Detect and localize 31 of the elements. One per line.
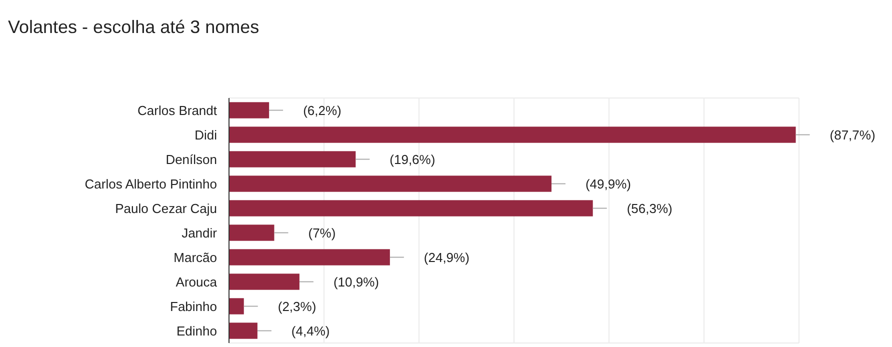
- data-label: (6,2%): [303, 102, 342, 118]
- bar: [229, 200, 593, 216]
- y-tick-label: Carlos Alberto Pintinho: [84, 176, 217, 192]
- data-label: (4,4%): [291, 323, 330, 338]
- bar: [229, 274, 300, 290]
- bar: [229, 322, 258, 339]
- y-tick-label: Carlos Brandt: [138, 102, 218, 118]
- data-label: (56,3%): [626, 200, 672, 216]
- y-tick-label: Denílson: [166, 152, 217, 167]
- bar: [229, 151, 356, 168]
- data-label: (7%): [308, 225, 336, 240]
- bar: [229, 176, 552, 192]
- y-tick-label: Paulo Cezar Caju: [115, 200, 217, 216]
- bar: [229, 126, 796, 143]
- y-tick-label: Fabinho: [170, 298, 217, 314]
- bar: [229, 249, 390, 266]
- y-tick-label: Arouca: [176, 274, 218, 290]
- data-label: (19,6%): [390, 152, 436, 167]
- bar: [229, 298, 244, 314]
- data-label: (2,3%): [278, 298, 316, 314]
- y-tick-label: Marcão: [174, 250, 217, 265]
- bar: [229, 102, 270, 118]
- chart-title: Volantes - escolha até 3 nomes: [8, 17, 260, 37]
- y-tick-label: Edinho: [176, 323, 217, 338]
- y-tick-label: Jandir: [182, 225, 218, 240]
- data-label: (87,7%): [830, 127, 876, 142]
- data-label: (49,9%): [585, 176, 632, 192]
- data-label: (24,9%): [424, 250, 470, 265]
- data-label: (10,9%): [333, 274, 379, 290]
- bar: [229, 224, 274, 241]
- y-tick-label: Didi: [194, 127, 218, 142]
